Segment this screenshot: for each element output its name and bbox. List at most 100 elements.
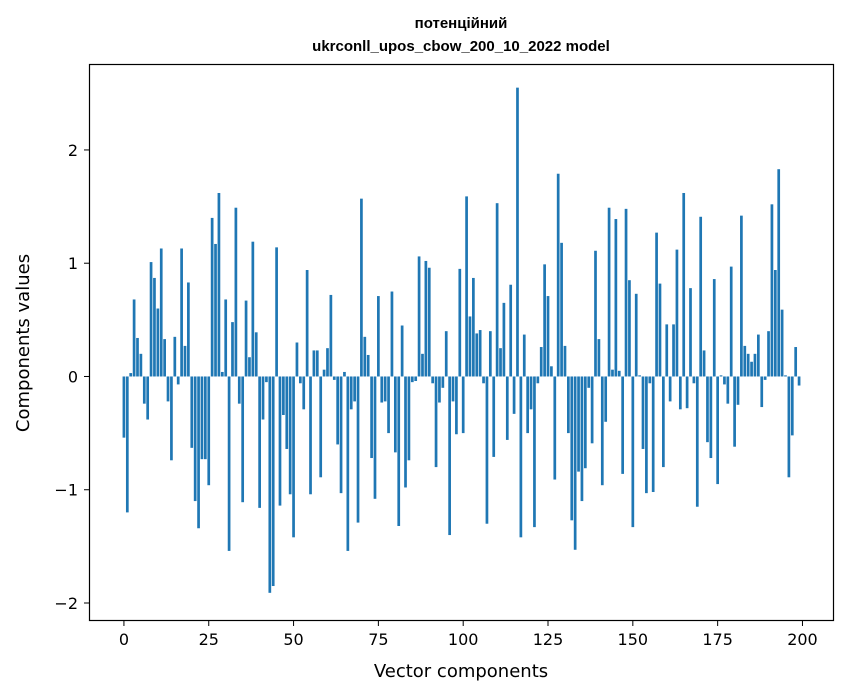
bar-154 — [645, 376, 648, 494]
bar-85 — [410, 376, 414, 383]
bar-145 — [614, 219, 618, 377]
bar-74 — [373, 376, 377, 499]
bar-60 — [326, 348, 329, 377]
bar-68 — [353, 376, 356, 402]
bar-156 — [651, 376, 655, 493]
bar-8 — [149, 262, 153, 377]
bars-group — [122, 87, 801, 593]
bar-132 — [570, 376, 574, 521]
bar-103 — [472, 277, 475, 377]
bar-191 — [770, 204, 774, 377]
x-tick-label: 75 — [368, 630, 388, 649]
bar-12 — [163, 339, 166, 377]
bar-155 — [648, 376, 652, 384]
bar-39 — [254, 332, 258, 377]
bar-80 — [393, 376, 397, 453]
bar-143 — [607, 207, 611, 377]
y-axis-ticks: −2 −1 0 1 2 — [54, 141, 90, 613]
bar-47 — [282, 376, 285, 415]
bar-111 — [499, 348, 502, 377]
bar-169 — [695, 376, 699, 507]
bar-107 — [485, 376, 489, 524]
bar-21 — [193, 376, 197, 502]
x-tick-label: 150 — [618, 630, 649, 649]
bar-106 — [482, 376, 485, 384]
bar-183 — [743, 345, 747, 377]
bar-172 — [706, 376, 709, 443]
bar-162 — [672, 324, 675, 377]
bar-63 — [336, 376, 340, 445]
bar-120 — [529, 376, 533, 410]
bar-45 — [275, 247, 278, 377]
bar-71 — [363, 336, 367, 377]
bar-69 — [356, 376, 360, 523]
bar-50 — [292, 376, 295, 538]
bar-194 — [780, 309, 784, 377]
bar-97 — [451, 376, 455, 402]
bar-110 — [495, 203, 499, 377]
bar-88 — [421, 353, 424, 377]
bar-130 — [563, 345, 567, 377]
bar-89 — [424, 260, 428, 377]
bar-152 — [638, 375, 641, 377]
bar-178 — [726, 376, 730, 404]
bar-87 — [417, 256, 421, 377]
bar-13 — [166, 376, 170, 402]
x-tick-label: 175 — [702, 630, 733, 649]
bar-2 — [129, 373, 133, 377]
bar-70 — [360, 198, 363, 377]
bar-147 — [621, 376, 625, 474]
bar-28 — [217, 192, 221, 377]
bar-181 — [736, 376, 740, 405]
bar-109 — [492, 376, 496, 457]
bar-161 — [668, 376, 672, 402]
bar-79 — [390, 291, 394, 377]
bar-151 — [634, 293, 638, 377]
bar-159 — [662, 376, 665, 468]
bar-149 — [628, 280, 631, 377]
y-tick-label: −1 — [54, 481, 78, 500]
bar-125 — [546, 296, 550, 377]
bar-30 — [224, 299, 228, 377]
bar-38 — [251, 241, 255, 377]
bar-10 — [156, 308, 160, 377]
bar-5 — [139, 353, 143, 377]
bar-114 — [509, 284, 513, 377]
bar-105 — [478, 330, 482, 377]
bar-115 — [512, 376, 516, 414]
bar-199 — [797, 376, 801, 386]
bar-108 — [488, 331, 492, 377]
bar-123 — [539, 347, 543, 377]
bar-24 — [203, 376, 207, 460]
bar-58 — [319, 376, 323, 478]
bar-18 — [183, 345, 187, 377]
bar-122 — [536, 376, 540, 384]
bar-20 — [190, 376, 194, 448]
bar-51 — [295, 342, 299, 377]
bar-59 — [322, 369, 326, 377]
bar-112 — [502, 302, 506, 377]
bar-104 — [475, 333, 479, 377]
x-tick-label: 125 — [533, 630, 564, 649]
bar-23 — [200, 376, 204, 460]
bar-26 — [210, 217, 214, 377]
y-axis-label: Components values — [13, 254, 34, 432]
y-tick-label: −2 — [54, 594, 78, 613]
bar-121 — [533, 376, 536, 528]
bar-7 — [146, 376, 150, 420]
bar-94 — [441, 376, 445, 388]
bar-148 — [624, 208, 628, 377]
bar-90 — [427, 267, 431, 377]
x-tick-label: 25 — [199, 630, 219, 649]
bar-16 — [176, 376, 180, 385]
bar-119 — [526, 376, 530, 434]
bar-139 — [594, 250, 597, 377]
bar-188 — [760, 376, 764, 408]
bar-189 — [763, 376, 767, 380]
bar-93 — [438, 376, 441, 403]
bar-40 — [258, 376, 261, 508]
bar-197 — [790, 376, 794, 436]
bar-95 — [444, 331, 448, 377]
bar-36 — [244, 300, 248, 377]
